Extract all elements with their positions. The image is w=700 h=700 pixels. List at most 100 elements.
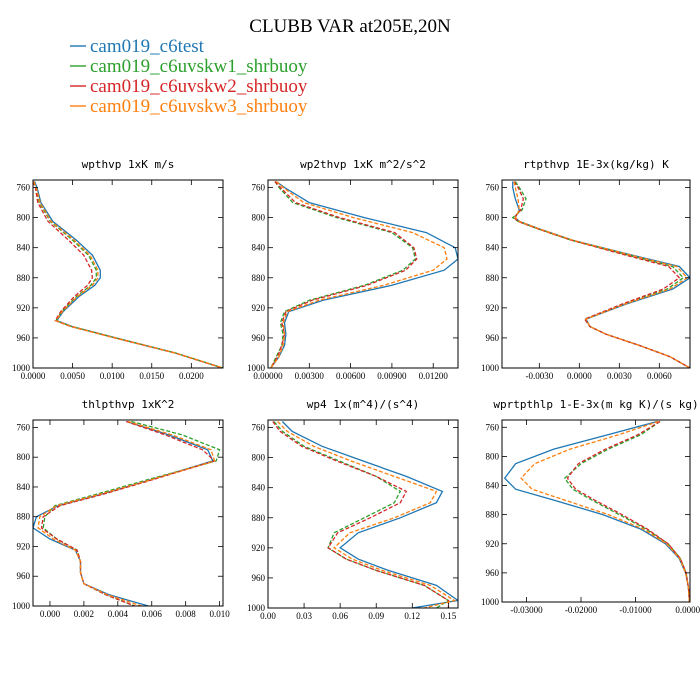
series-line-3	[33, 181, 223, 368]
y-tick-label: 760	[252, 183, 266, 193]
x-tick-label: 0.01200	[419, 371, 449, 381]
x-tick-label: 0.00300	[295, 371, 325, 381]
y-tick-label: 760	[486, 183, 500, 193]
panel-title: rtpthvp 1E-3x(kg/kg) K	[523, 158, 669, 171]
y-tick-label: 840	[486, 481, 500, 491]
y-tick-label: 760	[486, 422, 500, 432]
y-tick-label: 760	[17, 183, 31, 193]
y-tick-label: 800	[17, 452, 31, 462]
x-tick-label: 0.03	[296, 611, 312, 621]
series-line-2	[33, 181, 223, 368]
plot-frame	[501, 179, 691, 369]
series-line-2	[42, 420, 221, 606]
y-tick-label: 840	[252, 483, 266, 493]
y-tick-label: 1000	[247, 603, 266, 613]
series-line-4	[277, 421, 457, 608]
series-line-1	[512, 181, 690, 368]
panel-1: wpthvp 1xK m/s76080084088092096010000.00…	[12, 158, 224, 381]
x-tick-label: 0.0150	[139, 371, 164, 381]
x-tick-label: 0.0000	[567, 371, 592, 381]
legend: cam019_c6testcam019_c6uvskw1_shrbuoycam0…	[70, 36, 308, 117]
y-tick-label: 880	[486, 510, 500, 520]
y-tick-label: 840	[252, 243, 266, 253]
series-line-1	[33, 181, 223, 368]
y-tick-label: 800	[252, 213, 266, 223]
y-tick-label: 960	[17, 571, 31, 581]
x-tick-label: 0.004	[108, 609, 129, 619]
series-line-1	[281, 421, 458, 608]
y-tick-label: 840	[17, 482, 31, 492]
series-line-4	[37, 420, 216, 606]
y-tick-label: 760	[17, 422, 31, 432]
x-tick-label: 0.00000	[675, 605, 700, 615]
x-tick-label: -0.0030	[525, 371, 553, 381]
legend-label-2: cam019_c6uvskw1_shrbuoy	[90, 56, 308, 77]
y-tick-label: 1000	[12, 363, 31, 373]
x-tick-label: -0.03000	[510, 605, 543, 615]
series-line-3	[270, 181, 418, 368]
plot-frame	[32, 179, 224, 369]
series-line-2	[270, 181, 417, 368]
x-tick-label: 0.00000	[253, 371, 283, 381]
y-tick-label: 960	[17, 333, 31, 343]
x-tick-label: -0.02000	[565, 605, 598, 615]
series-line-3	[272, 421, 450, 608]
y-tick-label: 880	[17, 273, 31, 283]
y-tick-label: 880	[252, 513, 266, 523]
y-tick-label: 920	[486, 539, 500, 549]
figure-title: CLUBB VAR at205E,20N	[249, 16, 451, 37]
y-tick-label: 960	[252, 333, 266, 343]
y-tick-label: 960	[486, 568, 500, 578]
x-tick-label: 0.0060	[647, 371, 672, 381]
y-tick-label: 920	[17, 541, 31, 551]
x-tick-label: 0.000	[40, 609, 61, 619]
y-tick-label: 1000	[12, 601, 31, 611]
legend-label-4: cam019_c6uvskw3_shrbuoy	[90, 96, 308, 117]
panel-6: wprtpthlp 1-E-3x(m kg K)/(s kg) 760 800 840…	[481, 398, 700, 615]
y-tick-label: 920	[252, 303, 266, 313]
x-tick-label: 0.0050	[60, 371, 85, 381]
x-tick-label: 0.0030	[607, 371, 632, 381]
legend-label-1: cam019_c6test	[90, 36, 205, 57]
y-tick-label: 800	[252, 453, 266, 463]
plot-frame	[501, 419, 691, 603]
series-line-4	[520, 420, 690, 602]
series-line-1	[503, 420, 690, 602]
y-tick-label: 960	[252, 573, 266, 583]
y-tick-label: 1000	[481, 363, 500, 373]
series-line-4	[513, 181, 690, 368]
x-tick-label: 0.010	[209, 609, 230, 619]
plot-frame	[32, 419, 224, 607]
x-tick-label: 0.006	[142, 609, 163, 619]
panels: wpthvp 1xK m/s76080084088092096010000.00…	[12, 158, 700, 621]
y-tick-label: 840	[17, 243, 31, 253]
y-tick-label: 800	[486, 451, 500, 461]
panel-title: thlpthvp 1xK^2	[82, 398, 175, 411]
y-tick-label: 880	[486, 273, 500, 283]
series-line-3	[566, 420, 690, 602]
y-tick-label: 800	[17, 213, 31, 223]
y-tick-label: 760	[252, 423, 266, 433]
x-tick-label: 0.00600	[336, 371, 366, 381]
y-tick-label: 960	[486, 333, 500, 343]
x-tick-label: 0.12	[404, 611, 420, 621]
series-line-1	[270, 180, 458, 368]
panel-4: thlpthvp 1xK^2 760 800 840 880 920 960 1000 0.00…	[12, 398, 230, 619]
x-tick-label: -0.01000	[619, 605, 652, 615]
x-tick-label: 0.09	[368, 611, 384, 621]
y-tick-label: 880	[17, 512, 31, 522]
panel-title: wp4 1x(m^4)/(s^4)	[307, 398, 420, 411]
y-tick-label: 920	[17, 303, 31, 313]
series-line-4	[270, 181, 448, 368]
series-line-3	[513, 181, 690, 368]
y-tick-label: 1000	[247, 363, 266, 373]
plot-frame	[267, 179, 459, 369]
panel-title: wp2thvp 1xK m^2/s^2	[300, 158, 426, 171]
legend-label-3: cam019_c6uvskw2_shrbuoy	[90, 76, 308, 97]
y-tick-label: 880	[252, 273, 266, 283]
series-line-2	[563, 420, 690, 602]
y-tick-label: 840	[486, 243, 500, 253]
x-tick-label: 0.008	[176, 609, 197, 619]
x-tick-label: 0.00	[260, 611, 276, 621]
